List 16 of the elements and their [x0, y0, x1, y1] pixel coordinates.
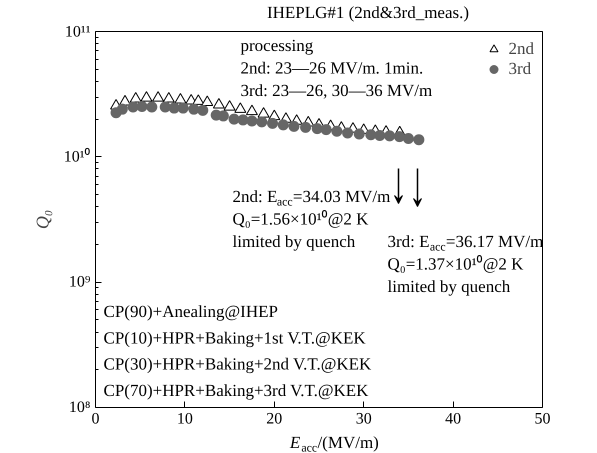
- y-tick-label: 10¹¹: [64, 24, 91, 40]
- y-axis-title: Q₀: [32, 210, 53, 230]
- y-tick-label: 10⁹: [68, 274, 91, 291]
- legend-label: 2nd: [508, 39, 534, 59]
- x-tick-label: 10: [176, 410, 193, 428]
- annotation: processing 2nd: 23—26 MV/m. 1min. 3rd: 23—26, 30—36 MV/m: [240, 36, 432, 100]
- x-tick-label: 40: [445, 410, 462, 428]
- x-tick-label: 0: [92, 410, 100, 428]
- chart-title: IHEPLG#1 (2nd&3rd_meas.): [266, 3, 470, 22]
- y-tick-label: 10¹⁰: [64, 147, 90, 166]
- y-tick-label: 10⁸: [68, 399, 90, 416]
- x-tick-label: 50: [534, 410, 550, 428]
- legend-label: 3rd: [508, 59, 532, 79]
- x-tick-label: 20: [266, 410, 282, 428]
- x-tick-label: 30: [356, 410, 372, 428]
- annotation: CP(90)+Anealing@IHEP CP(10)+HPR+Baking+1st V.T.@KEK CP(30)+HPR+Baking+2nd V.T.@KEK CP(70)+HPR+Baking+3rd V.T.@KEK: [104, 302, 372, 400]
